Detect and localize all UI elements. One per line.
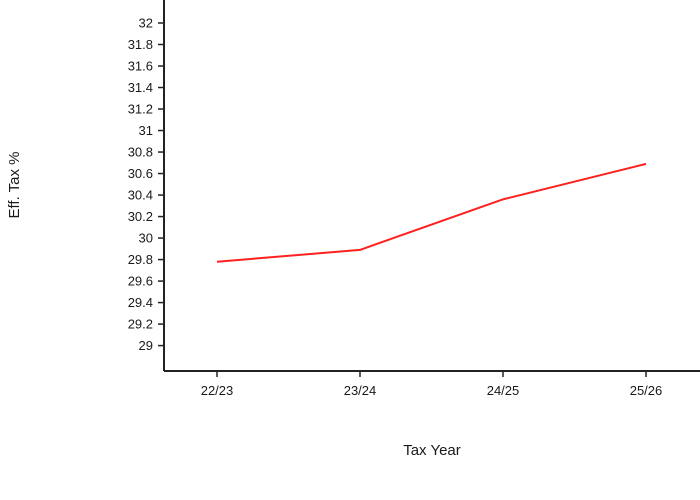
x-tick-label: 22/23 (201, 383, 234, 398)
y-axis-title: Eff. Tax % (6, 152, 23, 219)
y-tick-label: 31 (139, 123, 153, 138)
x-axis-title: Tax Year (403, 442, 461, 459)
y-tick-label: 30 (139, 231, 153, 246)
x-tick-label: 23/24 (344, 383, 377, 398)
y-tick-label: 31.6 (128, 59, 153, 74)
y-tick-label: 31.4 (128, 80, 153, 95)
y-tick-label: 30.4 (128, 188, 153, 203)
x-axis: 22/23 23/24 24/25 25/26 (164, 370, 700, 398)
y-tick-label: 32 (139, 16, 153, 31)
y-tick-label: 31.2 (128, 102, 153, 117)
y-tick-label: 29.2 (128, 317, 153, 332)
series-layer (216, 162, 647, 263)
y-tick-label: 30.2 (128, 209, 153, 224)
y-tick-label: 31.8 (128, 37, 153, 52)
y-tick-label: 30.6 (128, 166, 153, 181)
x-tick-label: 25/26 (630, 383, 663, 398)
y-tick-label: 29.4 (128, 295, 153, 310)
y-tick-label: 29 (139, 338, 153, 353)
y-tick-label: 29.8 (128, 252, 153, 267)
y-tick-label: 30.8 (128, 145, 153, 160)
y-axis: 29 29.2 29.4 29.6 29.8 30 30.2 30.4 30.6 30.8 31 31… (128, 0, 165, 371)
series-line (216, 162, 647, 263)
x-tick-label: 24/25 (487, 383, 520, 398)
y-tick-label: 29.6 (128, 274, 153, 289)
